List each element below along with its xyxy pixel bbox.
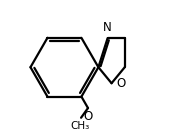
Text: N: N: [103, 21, 111, 34]
Text: O: O: [83, 110, 93, 123]
Text: CH₃: CH₃: [70, 121, 89, 131]
Text: O: O: [116, 77, 126, 90]
